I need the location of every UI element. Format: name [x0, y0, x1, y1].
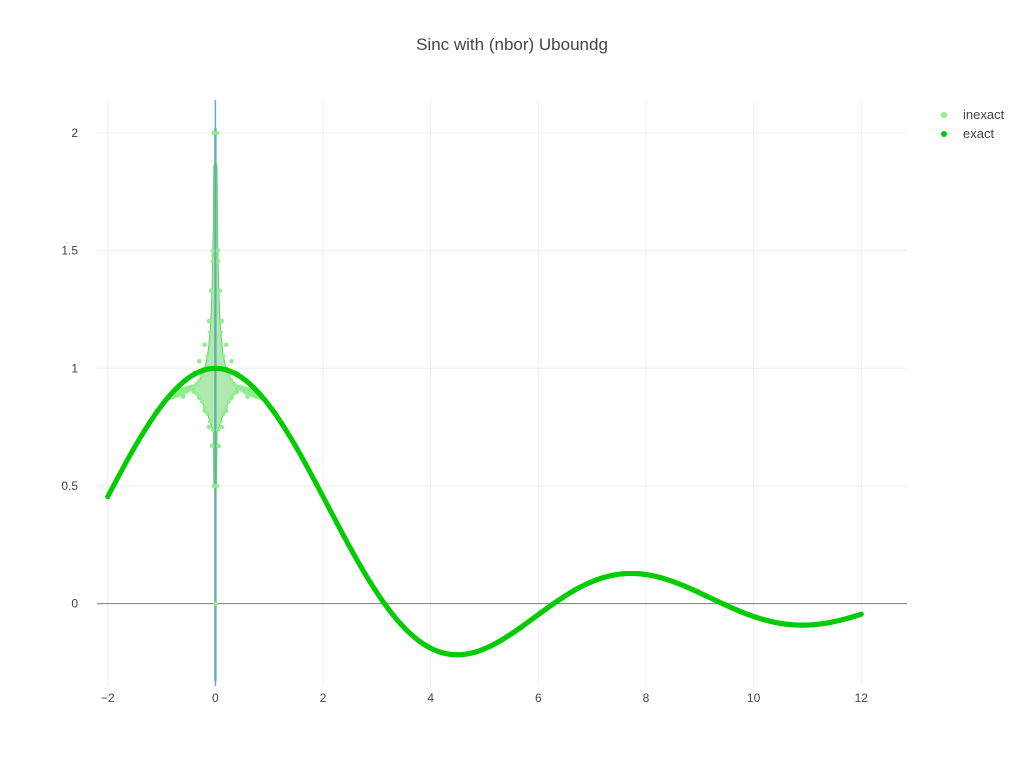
inexact-point [199, 399, 204, 404]
inexact-point [202, 408, 207, 413]
inexact-point [229, 378, 234, 383]
legend-item-exact[interactable]: exact [941, 126, 994, 141]
x-tick-label: 6 [535, 691, 542, 705]
inexact-point [215, 248, 221, 253]
inexact-point [217, 288, 223, 293]
inexact-point [197, 394, 202, 399]
inexact-point [218, 330, 223, 335]
inexact-point [194, 381, 199, 386]
inexact-point [210, 427, 215, 432]
y-tick-label: 0 [71, 597, 78, 611]
inexact-point [223, 408, 229, 413]
inexact-point [199, 373, 204, 378]
inexact-point [208, 419, 213, 424]
axis-layer [97, 100, 907, 686]
inexact-point [202, 342, 207, 348]
inexact-point [202, 405, 207, 410]
inexact-point [211, 483, 217, 489]
inexact-point [221, 354, 226, 359]
y-tick-label: 2 [71, 126, 78, 140]
inexact-point [208, 288, 214, 293]
inexact-point [219, 424, 225, 430]
inexact-point [219, 318, 225, 324]
inexact-point [221, 412, 226, 417]
inexact-point [210, 248, 216, 253]
x-tick-label: 4 [427, 691, 434, 705]
inexact-point [232, 381, 237, 386]
x-tick-label: 12 [855, 691, 869, 705]
x-tick-label: 2 [320, 691, 327, 705]
inexact-point [194, 391, 199, 396]
inexact-point [191, 384, 196, 389]
legend-marker-inexact [941, 112, 947, 118]
x-tick-label: 0 [212, 691, 219, 705]
chart-title: Sinc with (nbor) Uboundg [416, 35, 608, 54]
inexact-point [197, 378, 202, 383]
inexact-point [210, 259, 215, 264]
exact-point [858, 611, 864, 617]
inexact-point [226, 373, 231, 378]
inexact-point [224, 405, 229, 410]
inexact-point [216, 259, 221, 264]
x-tick-label: 10 [747, 691, 761, 705]
inexact-point [208, 330, 213, 335]
inexact-point [213, 601, 218, 606]
inexact-point [218, 419, 223, 424]
exact-series [105, 365, 864, 658]
inexact-point [209, 443, 215, 449]
legend-marker-exact [941, 131, 947, 137]
inexact-point [206, 318, 212, 324]
inexact-point [196, 358, 202, 364]
inexact-point [205, 354, 210, 359]
legend-label-inexact: inexact [963, 107, 1005, 122]
inexact-point [214, 130, 220, 136]
inexact-point [229, 358, 234, 364]
inexact-point [206, 424, 212, 430]
inexact-point [216, 443, 221, 449]
inexact-point [216, 427, 221, 432]
inexact-point [223, 342, 229, 348]
x-tick-label: 8 [643, 691, 650, 705]
y-tick-label: 1.5 [61, 244, 78, 258]
legend[interactable]: inexact exact [941, 107, 1005, 141]
legend-item-inexact[interactable]: inexact [941, 107, 1005, 122]
inexact-point [232, 391, 237, 396]
inexact-point [214, 483, 220, 489]
y-tick-label: 0.5 [61, 479, 78, 493]
inexact-point [211, 130, 217, 136]
y-tick-label: 1 [71, 361, 78, 375]
tick-labels: −2 0 2 4 6 8 10 12 0 0.5 1 1.5 2 [61, 126, 868, 705]
inexact-point [229, 394, 234, 399]
legend-label-exact: exact [963, 126, 994, 141]
inexact-point [226, 399, 231, 404]
x-tick-label: −2 [101, 691, 115, 705]
inexact-point [205, 412, 210, 417]
